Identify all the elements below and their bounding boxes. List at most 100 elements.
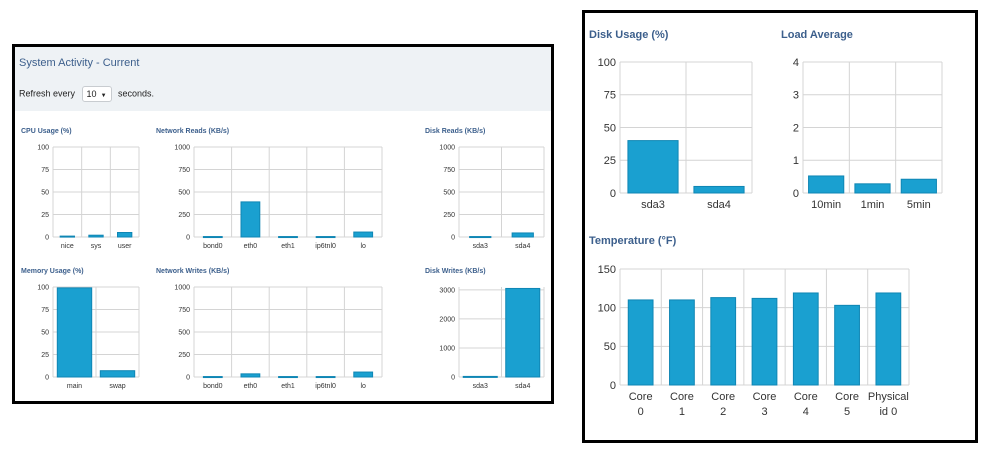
- x-category-label: eth0: [244, 243, 258, 250]
- x-category-label: eth1: [281, 383, 295, 390]
- bar: [99, 370, 136, 378]
- temperature-chart: Temperature (°F) 0 50 100 150 Core 0 Core 1 Core 2…: [589, 235, 910, 418]
- y-tick-label: 25: [41, 352, 49, 359]
- memory-usage-chart: Memory Usage (%) 0 25 50 75 100 main swap: [21, 268, 140, 390]
- y-tick-label: 750: [443, 167, 455, 174]
- system-activity-header: System Activity - Current Refresh every …: [15, 47, 551, 111]
- bar: [808, 175, 845, 194]
- chart-title: Load Average: [781, 29, 853, 41]
- y-tick-label: 0: [793, 188, 799, 200]
- x-category-label: lo: [360, 243, 366, 250]
- bar: [854, 183, 891, 194]
- x-category-label: Core: [670, 391, 694, 403]
- x-category-label: sda3: [473, 243, 488, 250]
- bar: [202, 236, 223, 239]
- y-tick-label: 75: [604, 90, 616, 102]
- x-category-label: Core: [629, 391, 653, 403]
- x-category-label: 3: [761, 406, 767, 418]
- bar: [875, 292, 902, 386]
- y-tick-label: 25: [604, 155, 616, 167]
- bar: [88, 234, 104, 238]
- x-category-label: Core: [753, 391, 777, 403]
- y-tick-label: 250: [443, 212, 455, 219]
- bar: [469, 236, 492, 239]
- cpu-usage-chart: CPU Usage (%) 0 25 50 75 100 nice sys user: [21, 128, 140, 250]
- refresh-interval-value: 10: [86, 89, 97, 99]
- bar: [710, 297, 737, 386]
- y-tick-label: 100: [37, 284, 49, 291]
- y-tick-label: 750: [178, 167, 190, 174]
- y-tick-label: 750: [178, 307, 190, 314]
- refresh-prefix-label: Refresh every: [19, 88, 76, 99]
- y-tick-label: 0: [610, 188, 616, 200]
- bar: [315, 376, 336, 379]
- system-activity-title: System Activity - Current: [19, 57, 140, 69]
- bar: [202, 376, 223, 379]
- bar: [59, 235, 76, 238]
- chart-title: Disk Writes (KB/s): [425, 268, 486, 275]
- y-tick-label: 2000: [439, 316, 455, 323]
- y-tick-label: 50: [604, 122, 616, 134]
- bar: [353, 231, 374, 238]
- x-category-label: main: [67, 383, 82, 390]
- x-category-label: ip6tnl0: [315, 383, 336, 390]
- x-category-label: Core: [794, 391, 818, 403]
- y-tick-label: 3000: [439, 287, 455, 294]
- y-tick-label: 0: [45, 374, 49, 381]
- y-tick-label: 500: [178, 329, 190, 336]
- disk-reads-chart: Disk Reads (KB/s) 0 250 500 750 1000 sda3 sda4: [425, 128, 545, 250]
- y-tick-label: 0: [186, 374, 190, 381]
- bar: [315, 236, 336, 239]
- x-category-label: eth1: [281, 243, 295, 250]
- y-tick-label: 50: [41, 329, 49, 336]
- bar: [56, 287, 93, 378]
- y-tick-label: 2: [793, 122, 799, 134]
- chart-title: Disk Reads (KB/s): [425, 128, 485, 135]
- y-tick-label: 1000: [174, 144, 190, 151]
- y-tick-label: 250: [178, 212, 190, 219]
- chart-title: Temperature (°F): [589, 235, 677, 247]
- bar: [278, 236, 298, 239]
- bar: [462, 375, 498, 378]
- x-category-label: bond0: [203, 383, 223, 390]
- chevron-down-icon: ▼: [100, 93, 107, 99]
- refresh-interval-select[interactable]: 10 ▼: [81, 86, 112, 102]
- y-tick-label: 500: [178, 189, 190, 196]
- y-tick-label: 0: [451, 234, 455, 241]
- y-tick-label: 0: [610, 380, 616, 392]
- x-category-label: sda4: [515, 383, 530, 390]
- y-tick-label: 1: [793, 155, 799, 167]
- x-category-label: sda4: [515, 243, 530, 250]
- x-category-label: 4: [803, 406, 809, 418]
- x-category-label: user: [118, 243, 132, 250]
- chart-title: Network Reads (KB/s): [156, 128, 229, 135]
- disk-writes-chart: Disk Writes (KB/s) 0 1000 2000 3000 sda3 sda4: [425, 268, 545, 390]
- x-category-label: 1min: [861, 199, 885, 211]
- chart-title: Disk Usage (%): [589, 29, 669, 41]
- y-tick-label: 500: [443, 189, 455, 196]
- chart-title: CPU Usage (%): [21, 128, 72, 135]
- y-tick-label: 1000: [439, 345, 455, 352]
- bar: [353, 371, 374, 378]
- y-tick-label: 75: [41, 167, 49, 174]
- bar: [834, 304, 860, 386]
- x-category-label: sda3: [641, 199, 665, 211]
- x-category-label: bond0: [203, 243, 223, 250]
- refresh-control: Refresh every 10 ▼ seconds.: [19, 86, 154, 102]
- y-tick-label: 100: [37, 144, 49, 151]
- bar: [240, 373, 261, 378]
- y-tick-label: 150: [598, 264, 616, 276]
- network-reads-chart: Network Reads (KB/s) 0 250 500 750 1000 bond0 e…: [156, 128, 383, 250]
- y-tick-label: 50: [604, 341, 616, 353]
- x-category-label: lo: [360, 383, 366, 390]
- bar: [627, 299, 654, 386]
- system-activity-panel: System Activity - Current Refresh every …: [12, 44, 554, 404]
- x-category-label: 2: [720, 406, 726, 418]
- x-category-label: ip6tnl0: [315, 243, 336, 250]
- x-category-label: nice: [61, 243, 74, 250]
- x-category-label: Core: [835, 391, 859, 403]
- y-tick-label: 0: [186, 234, 190, 241]
- y-tick-label: 100: [598, 303, 616, 315]
- x-category-label: swap: [109, 383, 125, 390]
- bar: [511, 232, 534, 238]
